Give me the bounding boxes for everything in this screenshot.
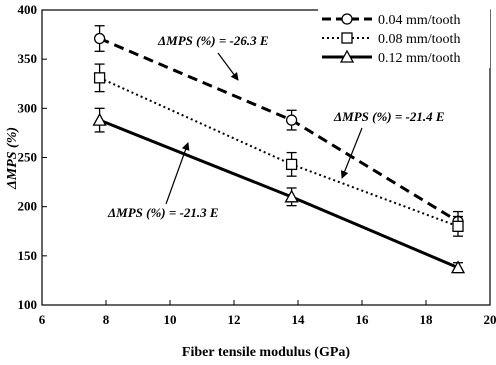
y-tick-label: 100 xyxy=(18,297,38,312)
series-layer xyxy=(92,25,466,274)
triangle-marker xyxy=(284,189,299,203)
circle-marker xyxy=(285,114,298,126)
legend-label: 0.04 mm/tooth xyxy=(378,13,460,28)
y-axis-title: ΔMPS (%) xyxy=(5,127,20,190)
annotation-text: ΔMPS (%) = -21.3 E xyxy=(107,205,219,220)
y-axis-ticks: 100 150 200 250 300 350 400 xyxy=(18,2,47,312)
y-tick-label: 300 xyxy=(18,100,38,115)
triangle-marker xyxy=(92,112,107,126)
x-axis-title: Fiber tensile modulus (GPa) xyxy=(182,345,350,360)
circle-marker xyxy=(93,32,106,45)
y-tick-label: 250 xyxy=(18,150,38,165)
y-tick-label: 400 xyxy=(18,2,38,17)
x-tick-label: 20 xyxy=(484,312,496,327)
x-tick-label: 6 xyxy=(39,312,46,327)
x-tick-label: 8 xyxy=(103,312,110,327)
annotation-arrow xyxy=(217,52,239,81)
x-tick-label: 10 xyxy=(164,312,177,327)
annotation-arrow xyxy=(165,142,190,205)
x-tick-label: 18 xyxy=(420,312,434,327)
legend-label: 0.08 mm/tooth xyxy=(378,32,460,47)
series-0-08-mm-tooth xyxy=(93,63,464,237)
annotation-text: ΔMPS (%) = -21.4 E xyxy=(333,109,445,124)
square-marker xyxy=(341,32,353,44)
legend-label: 0.12 mm/tooth xyxy=(378,51,460,66)
y-tick-label: 350 xyxy=(18,51,38,66)
y-tick-label: 150 xyxy=(18,248,38,263)
annotation-layer: ΔMPS (%) = -26.3 E ΔMPS (%) = -21.4 E ΔMPS… xyxy=(107,33,445,220)
legend: 0.04 mm/tooth 0.08 mm/tooth 0.12 mm/tooth xyxy=(318,8,490,68)
series-0-12-mm-tooth xyxy=(92,107,466,274)
x-tick-label: 16 xyxy=(356,312,370,327)
square-marker xyxy=(285,158,298,171)
square-marker xyxy=(452,220,464,232)
y-tick-label: 200 xyxy=(18,199,38,214)
annotation-arrow xyxy=(340,127,363,179)
annotation-text: ΔMPS (%) = -26.3 E xyxy=(157,33,269,48)
series-line xyxy=(99,118,459,270)
square-marker xyxy=(93,72,106,84)
x-tick-label: 12 xyxy=(228,312,241,327)
x-axis-ticks: 6 8 10 12 14 16 18 20 xyxy=(39,300,496,327)
x-tick-label: 14 xyxy=(292,312,306,327)
triangle-marker xyxy=(339,49,355,63)
triangle-marker xyxy=(450,260,466,274)
circle-marker xyxy=(341,13,353,25)
